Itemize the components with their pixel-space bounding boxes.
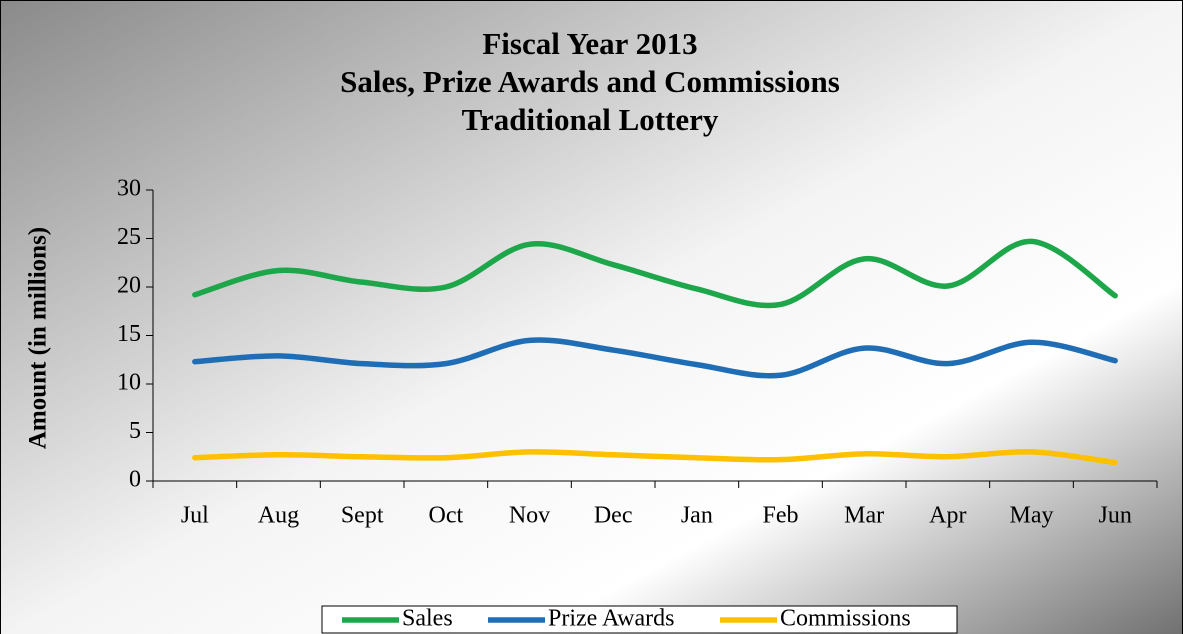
x-tick-label: Dec [594,503,633,529]
x-tick-label: Jul [181,503,209,529]
y-tick-label: 10 [117,370,141,396]
y-tick-label: 25 [117,224,141,250]
x-tick-label: Jun [1098,503,1131,529]
y-tick-label: 5 [129,418,141,444]
legend-label: Commissions [780,606,911,632]
line-series [192,449,1118,466]
x-tick-label: Nov [509,503,550,529]
x-tick-label: May [1010,503,1054,529]
x-tick-label: Apr [929,503,966,529]
y-tick-label: 0 [129,467,141,493]
legend-label: Sales [402,606,453,632]
x-tick-label: Oct [429,503,464,529]
chart-title: Traditional Lottery [462,102,719,137]
y-tick-label: 15 [117,321,141,347]
line-series [192,238,1118,309]
x-tick-label: Sept [341,503,384,529]
x-tick-label: Mar [844,503,884,529]
x-tick-label: Jan [681,503,713,529]
y-tick-label: 30 [117,176,141,202]
chart-title: Fiscal Year 2013 [482,26,697,61]
y-axis-label: Amount (in millions) [25,227,52,449]
x-tick-label: Feb [763,503,799,529]
chart-title: Sales, Prize Awards and Commissions [340,64,840,99]
x-tick-label: Aug [258,503,299,529]
legend-box [321,605,958,634]
legend-label: Prize Awards [548,606,674,632]
line-series [192,337,1118,379]
y-tick-label: 20 [117,273,141,299]
